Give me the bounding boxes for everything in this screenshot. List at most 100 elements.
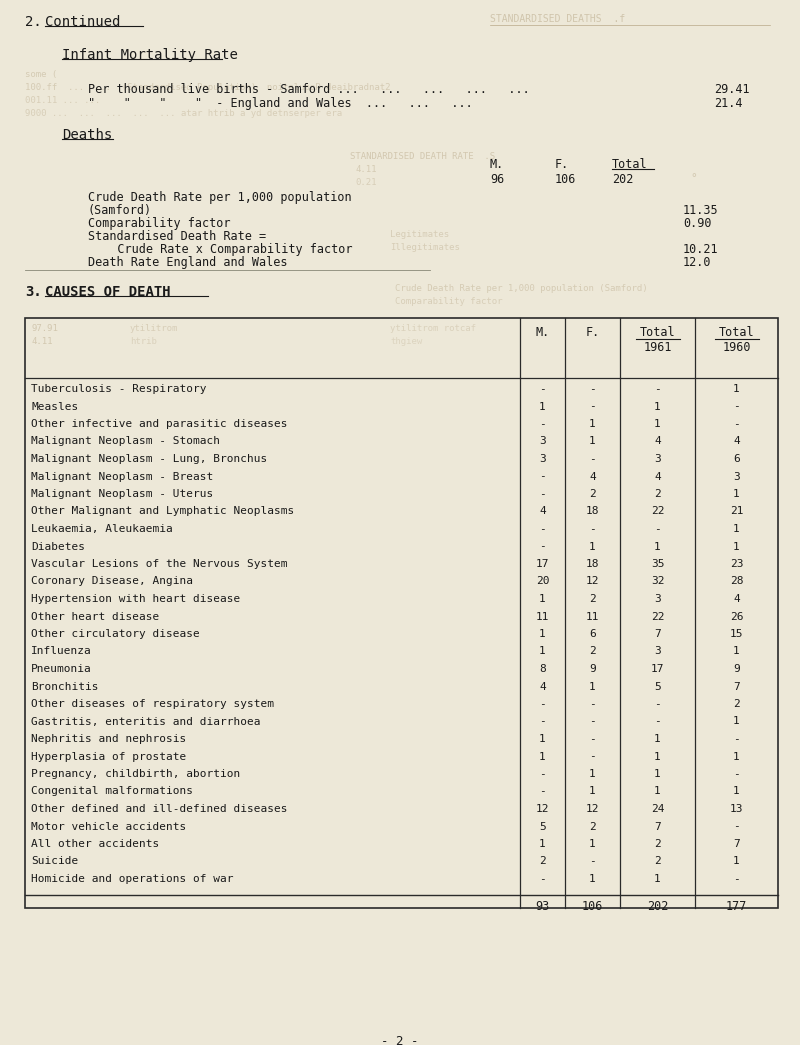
Text: -: - bbox=[733, 401, 740, 412]
Text: Diabetes: Diabetes bbox=[31, 541, 85, 552]
Text: 12: 12 bbox=[586, 804, 599, 814]
Text: Total: Total bbox=[612, 158, 648, 171]
Text: 1: 1 bbox=[539, 647, 546, 656]
Text: Other diseases of respiratory system: Other diseases of respiratory system bbox=[31, 699, 274, 709]
Text: -: - bbox=[539, 384, 546, 394]
Text: °: ° bbox=[690, 173, 697, 183]
Text: M.: M. bbox=[535, 326, 550, 339]
Text: 1: 1 bbox=[589, 874, 596, 884]
Text: 1: 1 bbox=[654, 769, 661, 779]
Text: 4: 4 bbox=[654, 437, 661, 446]
Text: -: - bbox=[539, 717, 546, 726]
Text: 1: 1 bbox=[733, 647, 740, 656]
Text: 2: 2 bbox=[589, 489, 596, 500]
Text: Malignant Neoplasm - Lung, Bronchus: Malignant Neoplasm - Lung, Bronchus bbox=[31, 454, 267, 464]
Text: -: - bbox=[733, 734, 740, 744]
Text: 1: 1 bbox=[654, 541, 661, 552]
Text: Other Malignant and Lymphatic Neoplasms: Other Malignant and Lymphatic Neoplasms bbox=[31, 507, 294, 516]
Text: -: - bbox=[589, 401, 596, 412]
Text: 1: 1 bbox=[589, 541, 596, 552]
Text: -: - bbox=[589, 524, 596, 534]
Text: Congenital malformations: Congenital malformations bbox=[31, 787, 193, 796]
Text: 35: 35 bbox=[650, 559, 664, 568]
Text: 7: 7 bbox=[654, 629, 661, 638]
Text: 9: 9 bbox=[589, 664, 596, 674]
Text: Total: Total bbox=[640, 326, 675, 339]
Text: F.: F. bbox=[586, 326, 600, 339]
Text: Hypertension with heart disease: Hypertension with heart disease bbox=[31, 594, 240, 604]
Text: 177: 177 bbox=[726, 901, 747, 913]
Text: CAUSES OF DEATH: CAUSES OF DEATH bbox=[45, 285, 170, 299]
Text: 3: 3 bbox=[654, 647, 661, 656]
Text: Motor vehicle accidents: Motor vehicle accidents bbox=[31, 821, 186, 832]
Text: 1: 1 bbox=[539, 839, 546, 849]
Text: -: - bbox=[539, 874, 546, 884]
Text: 1: 1 bbox=[539, 629, 546, 638]
Text: -: - bbox=[654, 699, 661, 709]
Text: 8: 8 bbox=[539, 664, 546, 674]
Text: -: - bbox=[589, 717, 596, 726]
Text: 6: 6 bbox=[733, 454, 740, 464]
Text: Suicide: Suicide bbox=[31, 857, 78, 866]
Text: 2.: 2. bbox=[25, 15, 42, 29]
Text: Other infective and parasitic diseases: Other infective and parasitic diseases bbox=[31, 419, 287, 429]
Text: 11: 11 bbox=[536, 611, 550, 622]
Text: Pneumonia: Pneumonia bbox=[31, 664, 92, 674]
Text: 24: 24 bbox=[650, 804, 664, 814]
Text: 20: 20 bbox=[536, 577, 550, 586]
Text: Legitimates: Legitimates bbox=[390, 230, 449, 239]
Text: 1: 1 bbox=[589, 839, 596, 849]
Text: Deaths: Deaths bbox=[62, 127, 112, 142]
Text: 1: 1 bbox=[733, 787, 740, 796]
Text: Malignant Neoplasm - Uterus: Malignant Neoplasm - Uterus bbox=[31, 489, 214, 500]
Text: Continued: Continued bbox=[45, 15, 120, 29]
Text: - 2 -: - 2 - bbox=[382, 1035, 418, 1045]
Text: -: - bbox=[539, 419, 546, 429]
Text: 106: 106 bbox=[555, 173, 576, 186]
Text: 1: 1 bbox=[733, 751, 740, 762]
Text: 202: 202 bbox=[612, 173, 634, 186]
Text: Crude Death Rate per 1,000 population: Crude Death Rate per 1,000 population bbox=[88, 191, 352, 204]
Text: Malignant Neoplasm - Stomach: Malignant Neoplasm - Stomach bbox=[31, 437, 220, 446]
Text: 2: 2 bbox=[654, 857, 661, 866]
Text: Nephritis and nephrosis: Nephritis and nephrosis bbox=[31, 734, 186, 744]
Text: htrib: htrib bbox=[130, 336, 157, 346]
Text: 1: 1 bbox=[654, 734, 661, 744]
Text: 3.: 3. bbox=[25, 285, 42, 299]
Text: -: - bbox=[539, 541, 546, 552]
Text: 0.21: 0.21 bbox=[355, 178, 377, 187]
Text: -: - bbox=[539, 769, 546, 779]
Text: -: - bbox=[589, 857, 596, 866]
Text: Death Rate England and Wales: Death Rate England and Wales bbox=[88, 256, 287, 269]
Text: 7: 7 bbox=[654, 821, 661, 832]
Text: 15: 15 bbox=[730, 629, 743, 638]
Text: 1: 1 bbox=[539, 401, 546, 412]
Text: 2: 2 bbox=[589, 647, 596, 656]
Text: 1: 1 bbox=[733, 857, 740, 866]
Text: 7: 7 bbox=[733, 839, 740, 849]
Text: -: - bbox=[654, 384, 661, 394]
Text: 3: 3 bbox=[733, 471, 740, 482]
Text: -: - bbox=[733, 821, 740, 832]
Text: 1: 1 bbox=[733, 384, 740, 394]
Text: STANDARDISED DEATH RATE  .S: STANDARDISED DEATH RATE .S bbox=[350, 152, 495, 161]
Text: -: - bbox=[733, 769, 740, 779]
Text: 1: 1 bbox=[589, 787, 596, 796]
Text: 3: 3 bbox=[539, 437, 546, 446]
Text: 1: 1 bbox=[733, 541, 740, 552]
Text: Crude Rate x Comparability factor: Crude Rate x Comparability factor bbox=[96, 243, 353, 256]
Text: 1960: 1960 bbox=[722, 341, 750, 354]
Text: -: - bbox=[733, 874, 740, 884]
Text: Illegitimates: Illegitimates bbox=[390, 243, 460, 252]
Text: 202: 202 bbox=[647, 901, 668, 913]
Text: some (: some ( bbox=[25, 70, 58, 79]
Text: Influenza: Influenza bbox=[31, 647, 92, 656]
Text: 1: 1 bbox=[733, 489, 740, 500]
Text: 11: 11 bbox=[586, 611, 599, 622]
Text: 001.11 ... ...: 001.11 ... ... bbox=[25, 96, 100, 104]
Text: Coronary Disease, Angina: Coronary Disease, Angina bbox=[31, 577, 193, 586]
Text: 23: 23 bbox=[730, 559, 743, 568]
Text: Standardised Death Rate =: Standardised Death Rate = bbox=[88, 230, 266, 243]
Text: Comparability factor: Comparability factor bbox=[395, 297, 502, 306]
Text: Crude Death Rate per 1,000 population (Samford): Crude Death Rate per 1,000 population (S… bbox=[395, 284, 648, 293]
